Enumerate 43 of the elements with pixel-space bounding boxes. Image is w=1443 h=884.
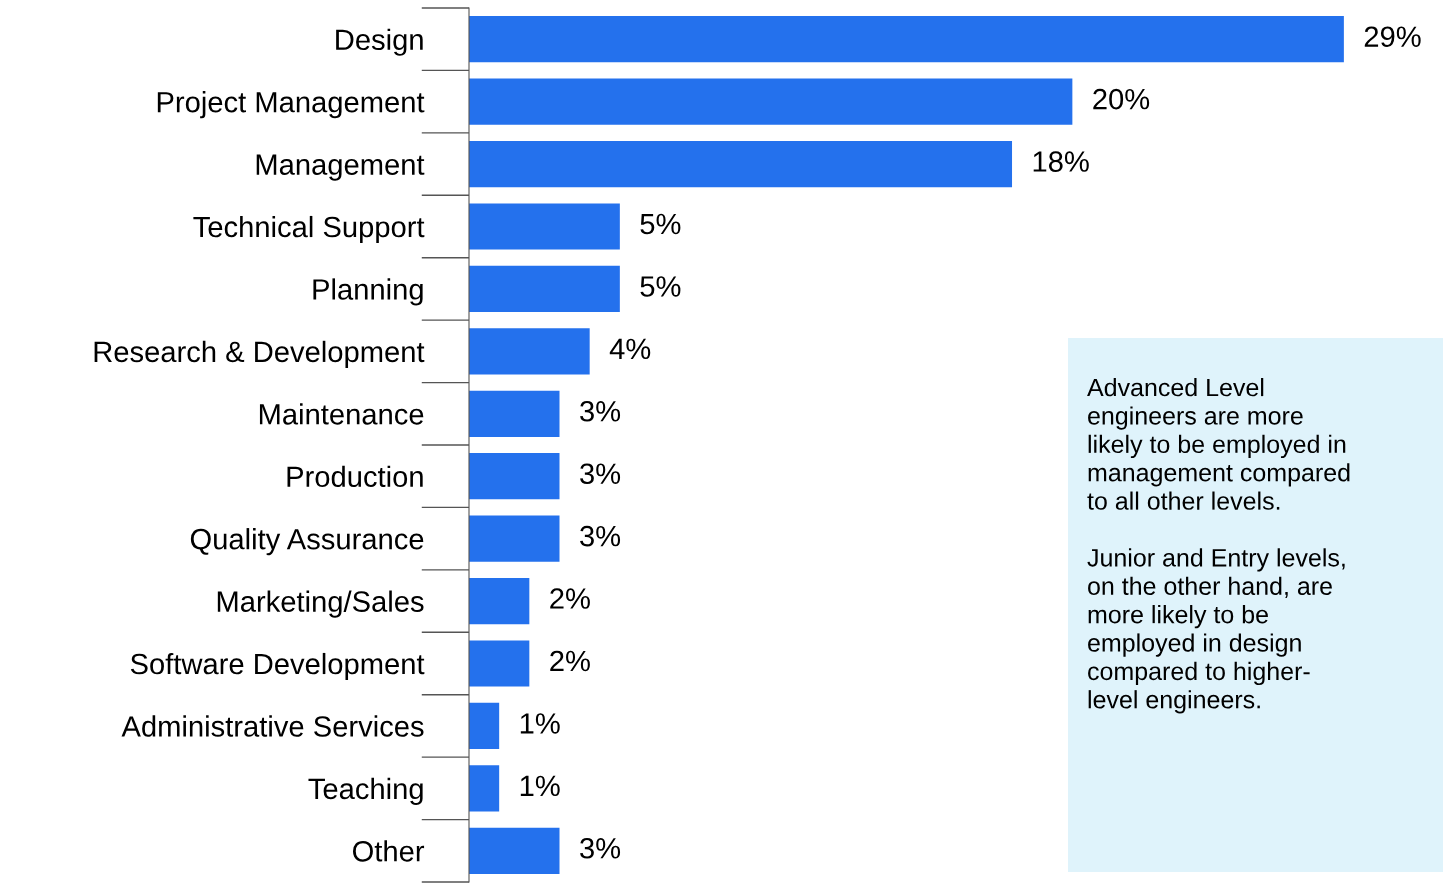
bar: [469, 827, 560, 874]
y-tick-label: Design: [336, 28, 423, 56]
y-tick-label: Administrative Services: [121, 715, 424, 737]
y-tick-label: Production: [287, 465, 423, 488]
data-label: 5%: [640, 276, 681, 297]
bar: [469, 640, 530, 687]
y-tick-label: Research & Development: [94, 340, 425, 368]
y-tick-label: Software Development: [130, 652, 425, 681]
data-label: 3%: [580, 463, 621, 485]
y-tick-label: Maintenance: [259, 403, 424, 425]
y-tick-label: Management: [256, 154, 425, 181]
bar: [469, 16, 1344, 63]
y-tick-label: Technical Support: [193, 215, 425, 244]
data-label: 5%: [640, 213, 681, 235]
text: Advanced Level engineers are more likely to be employed in management compared to all other levels. Junior and Entry levels, on the other hand, are more likely to be employed in design compared to higher- level engineers.: [1087, 378, 1350, 714]
data-label: 4%: [609, 338, 651, 360]
y-tick-label: Quality Assurance: [190, 528, 424, 556]
y-tick-label: Project Management: [157, 91, 425, 119]
bar: [469, 140, 1013, 188]
data-label: 3%: [580, 400, 621, 422]
y-tick-label: Teaching: [308, 777, 423, 805]
bar: [469, 390, 560, 437]
data-label: 29%: [1364, 26, 1421, 48]
data-label: 2%: [550, 650, 590, 672]
y-tick-label: Marketing/Sales: [217, 590, 424, 618]
bar: [469, 265, 620, 313]
bar: [469, 453, 560, 500]
bar: [469, 78, 1073, 125]
data-label: 3%: [580, 525, 621, 547]
bar: [469, 203, 620, 250]
data-label: 1%: [520, 713, 560, 734]
bar: [469, 702, 500, 750]
data-label: 1%: [520, 775, 560, 797]
data-label: 18%: [1033, 151, 1089, 172]
bar: [469, 765, 500, 812]
y-tick-label: Other: [353, 840, 425, 862]
y-tick-label: Planning: [313, 278, 423, 306]
data-label: 20%: [1093, 88, 1150, 110]
data-label: 3%: [580, 837, 621, 859]
data-label: 2%: [550, 588, 590, 609]
bar: [469, 328, 590, 375]
bar: [469, 577, 530, 625]
bar: [469, 515, 560, 562]
